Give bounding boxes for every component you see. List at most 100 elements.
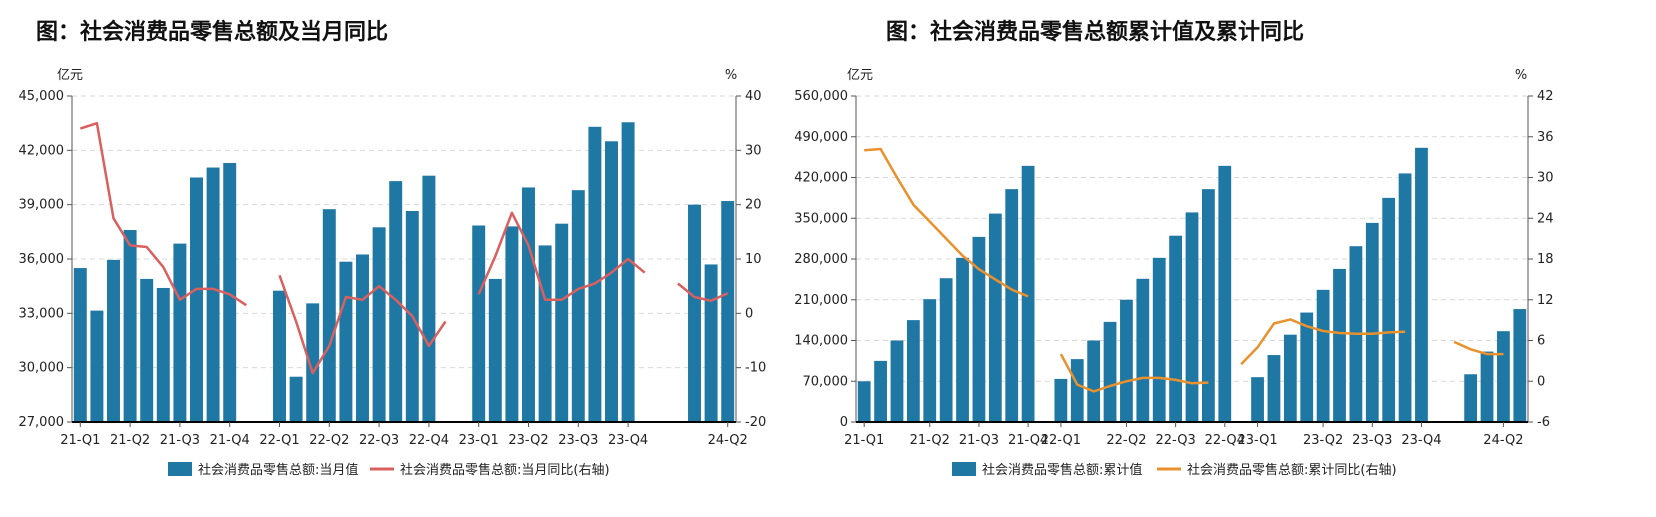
- chart-title-right: 图：社会消费品零售总额累计值及累计同比: [886, 20, 1305, 45]
- x-tick-label: 21-Q1: [844, 433, 884, 448]
- legend-label-bar: 社会消费品零售总额:当月值: [198, 462, 358, 478]
- bar: [90, 310, 104, 422]
- y-right-unit: %: [725, 68, 737, 83]
- x-tick-label: 22-Q4: [1205, 433, 1245, 448]
- y-right-tick-label: 30: [1537, 171, 1554, 186]
- y-left-tick-label: 140,000: [794, 334, 848, 349]
- bar: [1070, 359, 1084, 422]
- x-tick-label: 21-Q3: [160, 433, 200, 448]
- bar: [857, 381, 871, 422]
- bar: [522, 187, 535, 422]
- y-left-tick-label: 210,000: [794, 293, 848, 308]
- x-tick-label: 23-Q2: [508, 433, 548, 448]
- x-tick-label: 23-Q4: [608, 433, 648, 448]
- bar: [73, 268, 87, 422]
- bar: [1169, 235, 1183, 422]
- bar: [1267, 355, 1281, 422]
- y-right-tick-label: -10: [745, 361, 766, 376]
- bar: [588, 126, 602, 423]
- y-left-tick-label: 350,000: [794, 211, 848, 226]
- bar: [289, 376, 303, 422]
- bar: [372, 227, 386, 422]
- y-left-tick-label: 280,000: [794, 252, 848, 267]
- x-tick-label: 22-Q2: [1106, 433, 1146, 448]
- bar: [123, 230, 137, 422]
- bar: [156, 287, 170, 422]
- line-series-segment: [477, 211, 646, 302]
- legend-swatch-bar: [168, 462, 192, 476]
- x-tick-label: 21-Q4: [210, 433, 250, 448]
- bar: [1021, 165, 1035, 422]
- y-left-unit: 亿元: [57, 68, 83, 83]
- line-series-segment: [278, 274, 447, 375]
- bar: [1283, 334, 1297, 422]
- bar: [1300, 312, 1314, 422]
- bar: [972, 236, 986, 422]
- x-tick-label: 23-Q4: [1401, 433, 1441, 448]
- bar: [923, 299, 937, 422]
- bar: [939, 278, 953, 422]
- y-left-tick-label: 560,000: [794, 89, 848, 104]
- y-left-tick-label: 36,000: [19, 252, 65, 267]
- bar: [422, 175, 436, 422]
- bar: [988, 213, 1002, 422]
- bar: [273, 290, 286, 422]
- y-left-tick-label: 33,000: [19, 306, 65, 321]
- bar: [1201, 189, 1215, 422]
- bar: [538, 245, 552, 422]
- bar: [488, 278, 502, 422]
- bar: [339, 261, 353, 422]
- x-tick-label: 21-Q3: [959, 433, 999, 448]
- y-right-tick-label: 42: [1537, 89, 1554, 104]
- bar: [721, 201, 735, 422]
- x-tick-label: 22-Q2: [309, 433, 349, 448]
- y-left-tick-label: 420,000: [794, 171, 848, 186]
- y-right-tick-label: 20: [745, 198, 762, 213]
- bar: [688, 204, 701, 422]
- bar: [1136, 278, 1150, 422]
- y-left-tick-label: 27,000: [19, 415, 65, 430]
- bar: [1251, 377, 1264, 422]
- x-tick-label: 21-Q1: [60, 433, 100, 448]
- x-tick-label: 22-Q3: [1156, 433, 1196, 448]
- bar: [906, 320, 920, 422]
- bar: [1120, 299, 1133, 422]
- x-tick-label: 24-Q2: [708, 433, 748, 448]
- y-left-unit: 亿元: [847, 68, 873, 83]
- bar: [704, 264, 718, 422]
- chart-right: 560,000 42 490,000 36 420,000 30 350,000 24 280,…: [794, 68, 1553, 478]
- y-right-tick-label: 24: [1537, 211, 1554, 226]
- bar: [173, 243, 187, 422]
- bar: [223, 163, 237, 422]
- x-tick-label: 22-Q1: [1041, 433, 1081, 448]
- y-right-tick-label: 30: [745, 143, 762, 158]
- y-right-tick-label: 6: [1537, 334, 1545, 349]
- bar: [206, 167, 220, 422]
- bar: [1185, 212, 1199, 422]
- bar: [571, 190, 585, 422]
- x-tick-label: 24-Q2: [1483, 433, 1523, 448]
- x-tick-label: 23-Q3: [558, 433, 598, 448]
- bar: [107, 259, 120, 422]
- line-series-segment: [1240, 318, 1406, 366]
- bar: [389, 181, 403, 422]
- chart-title-left: 图：社会消费品零售总额及当月同比: [36, 20, 389, 45]
- bar: [1415, 147, 1428, 422]
- bar: [1054, 378, 1068, 422]
- y-left-tick-label: 490,000: [794, 130, 848, 145]
- y-right-tick-label: 10: [745, 252, 762, 267]
- bar: [1218, 165, 1232, 422]
- bar: [1152, 257, 1166, 422]
- bar: [555, 223, 569, 422]
- x-tick-label: 21-Q4: [1008, 433, 1048, 448]
- line-series-segment: [677, 282, 729, 303]
- bar: [505, 226, 519, 422]
- x-tick-label: 21-Q2: [910, 433, 950, 448]
- x-tick-label: 23-Q3: [1352, 433, 1392, 448]
- line-series-segment: [79, 121, 247, 307]
- line-series-segment: [864, 147, 1029, 298]
- y-right-tick-label: 12: [1537, 293, 1554, 308]
- x-tick-label: 23-Q2: [1303, 433, 1343, 448]
- bar: [140, 278, 154, 422]
